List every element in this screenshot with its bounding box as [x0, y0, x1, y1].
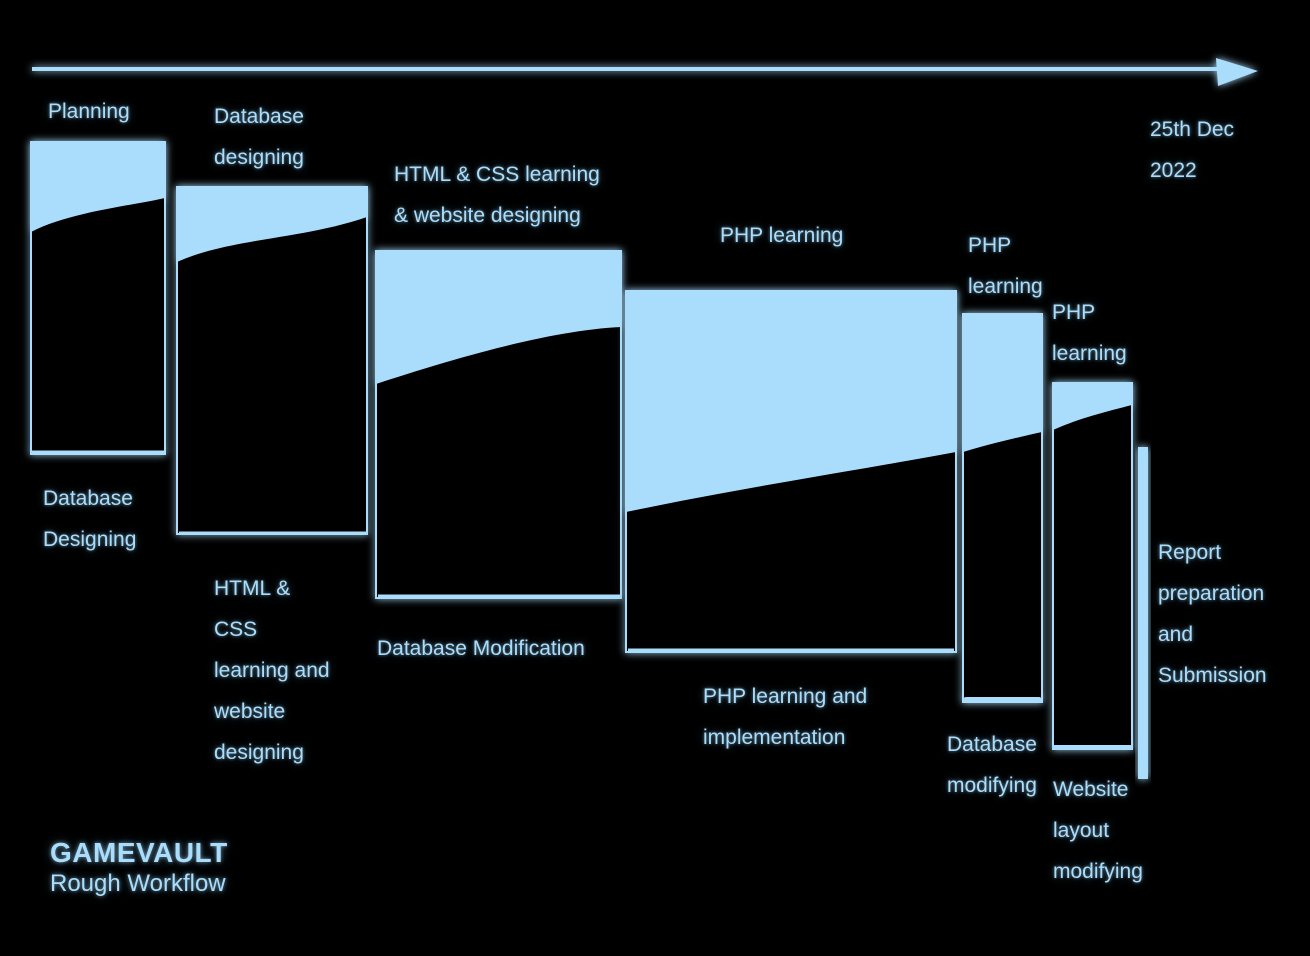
- phase-block-php-learning: [625, 290, 957, 653]
- phase-block-report: [1138, 447, 1148, 779]
- brand-block: GAMEVAULT Rough Workflow: [50, 836, 228, 898]
- phase-block-database-designing: [176, 186, 368, 535]
- end-date-label: 25th Dec 2022: [1150, 118, 1235, 182]
- phase-4-bottom-label: PHP learning and implementation: [703, 685, 868, 749]
- phase-block-planning: [30, 141, 166, 455]
- report-label: Report preparation and Submission: [1158, 541, 1267, 687]
- brand-title: GAMEVAULT: [50, 837, 228, 868]
- phase-4-top-label: PHP learning: [720, 224, 844, 247]
- phase-1-top-label: Planning: [48, 100, 130, 123]
- phase-5-bottom-label: Database modifying: [947, 733, 1037, 797]
- brand-subtitle: Rough Workflow: [50, 869, 226, 897]
- phase-6-bottom-label: Website layout modifying: [1053, 778, 1143, 883]
- phase-block-php-learning-2: [962, 313, 1043, 703]
- phase-2-top-label: Database designing: [214, 105, 304, 169]
- phase-2-bottom-label: HTML & CSS learning and website designin…: [214, 577, 330, 764]
- phase-3-bottom-label: Database Modification: [377, 637, 585, 660]
- phase-block-php-learning-3: [1052, 382, 1133, 750]
- phase-3-top-label: HTML & CSS learning & website designing: [394, 163, 600, 227]
- phase-block-html-css-learning: [375, 250, 622, 599]
- phase-6-top-label: PHP learning: [1052, 301, 1127, 365]
- phase-5-top-label: PHP learning: [968, 234, 1043, 298]
- phase-1-bottom-label: Database Designing: [43, 487, 137, 551]
- timeline-arrow: [32, 58, 1258, 86]
